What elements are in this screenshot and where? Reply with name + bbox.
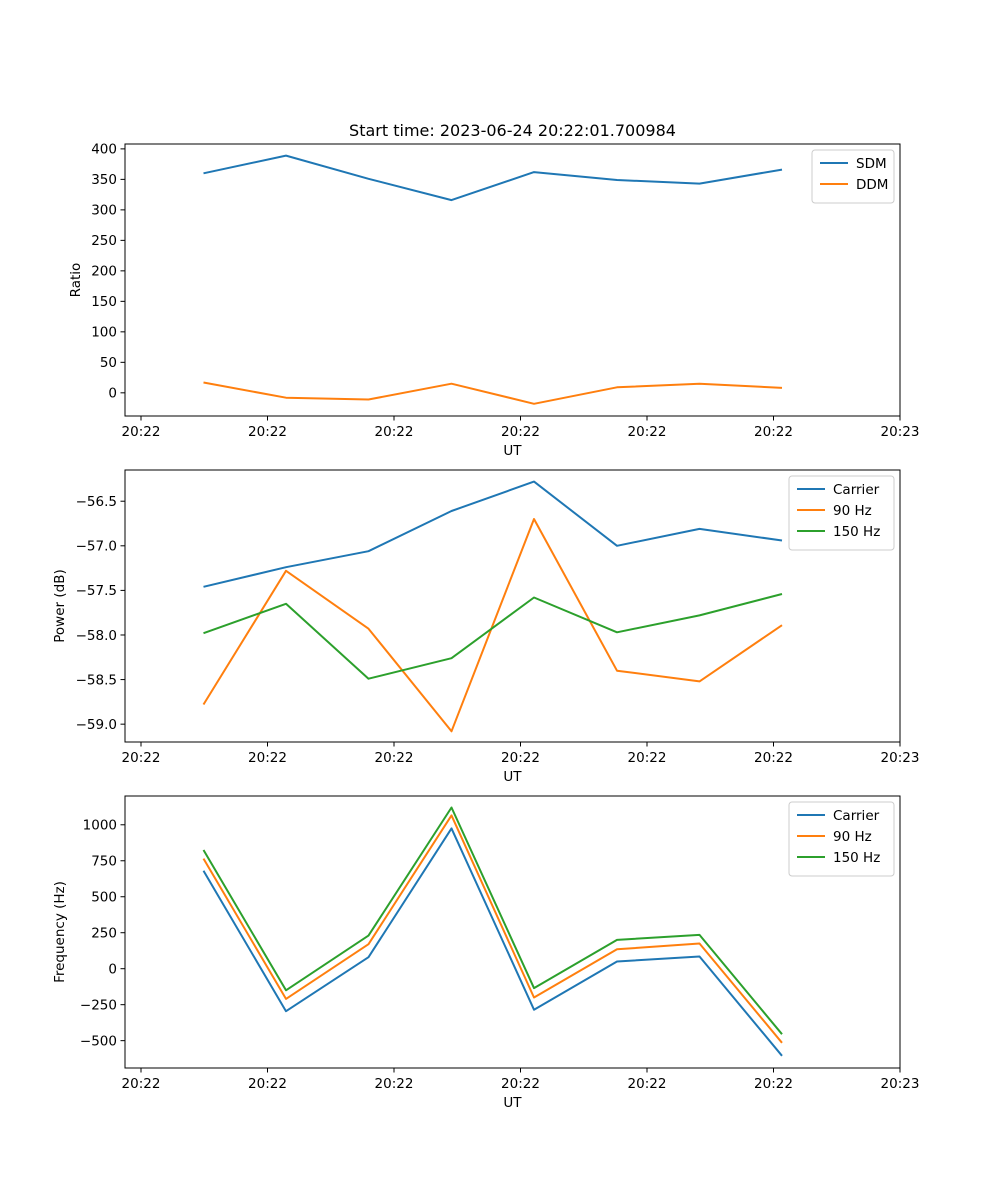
x-tick-label: 20:23 [881,750,920,766]
x-axis-label: UT [503,443,522,459]
x-tick-label: 20:22 [628,1076,667,1092]
x-tick-label: 20:22 [375,424,414,440]
legend-label: 150 Hz [833,524,880,540]
y-tick-label: −250 [80,997,117,1013]
legend-label: 90 Hz [833,503,872,519]
x-tick-label: 20:22 [248,750,287,766]
y-tick-label: 100 [91,325,117,341]
y-tick-label: 250 [91,926,117,942]
y-tick-label: 750 [91,854,117,870]
y-tick-label: 400 [91,142,117,158]
legend-label: SDM [856,156,887,172]
x-tick-label: 20:23 [881,424,920,440]
x-tick-label: 20:22 [628,750,667,766]
x-tick-label: 20:22 [248,424,287,440]
x-tick-label: 20:22 [375,1076,414,1092]
y-tick-label: 300 [91,203,117,219]
y-tick-label: 1000 [83,818,117,834]
x-tick-label: 20:22 [754,424,793,440]
y-tick-label: 200 [91,264,117,280]
series-line-3 [202,806,783,1035]
legend: SDM DDM [811,149,895,204]
legend: Carrier 90 Hz 150 Hz [788,475,895,551]
legend-label: Carrier [833,808,880,824]
chart-1: 20:22 20:22 20:22 20:22 20:22 20:22 20:23 0 50 10… [68,142,919,459]
series-line-2 [202,518,783,733]
series-line-1 [202,827,783,1057]
y-tick-label: 250 [91,233,117,249]
y-tick-label: 0 [108,961,117,977]
legend-label: 90 Hz [833,829,872,845]
series-line-2 [202,814,783,1044]
chart-2: 20:22 20:22 20:22 20:22 20:22 20:22 20:23 −59.0… [52,469,920,785]
x-tick-label: 20:22 [122,1076,161,1092]
plot-frame [124,795,901,1069]
x-tick-label: 20:22 [375,750,414,766]
y-tick-label: 0 [108,386,117,402]
x-tick-label: 20:22 [248,1076,287,1092]
plots: 20:22 20:22 20:22 20:22 20:22 20:22 20:23 0 50 10… [52,142,919,1111]
y-tick-label: −58.0 [76,628,117,644]
y-tick-label: 50 [100,355,117,371]
x-tick-label: 20:22 [754,750,793,766]
legend: Carrier 90 Hz 150 Hz [788,801,895,877]
y-tick-label: −58.5 [76,672,117,688]
x-tick-label: 20:22 [501,750,540,766]
y-tick-label: 150 [91,294,117,310]
x-axis-label: UT [503,769,522,785]
y-tick-label: −57.0 [76,539,117,555]
x-tick-label: 20:22 [501,424,540,440]
legend-label: Carrier [833,482,880,498]
plot-frame [124,469,901,743]
y-tick-label: −59.0 [76,717,117,733]
series-line-3 [203,593,783,680]
x-tick-label: 20:22 [754,1076,793,1092]
series-line-2 [203,381,783,405]
y-tick-label: −57.5 [76,583,117,599]
series-line-1 [203,154,783,202]
plot-frame [124,143,901,417]
y-tick-label: −500 [80,1033,117,1049]
x-tick-label: 20:22 [501,1076,540,1092]
x-tick-label: 20:22 [628,424,667,440]
y-axis-label: Power (dB) [52,569,68,642]
chart-3: 20:22 20:22 20:22 20:22 20:22 20:22 20:23 −500 −… [52,795,920,1111]
legend-label: DDM [856,177,888,193]
y-axis-label: Ratio [68,263,84,298]
x-tick-label: 20:22 [122,750,161,766]
y-tick-label: 500 [91,890,117,906]
figure-title: Start time: 2023-06-24 20:22:01.700984 [349,121,676,140]
x-axis-label: UT [503,1095,522,1111]
y-tick-label: −56.5 [76,494,117,510]
x-tick-label: 20:23 [881,1076,920,1092]
legend-label: 150 Hz [833,850,880,866]
y-axis-label: Frequency (Hz) [52,881,68,983]
series-line-1 [203,480,783,588]
y-tick-label: 350 [91,172,117,188]
x-tick-label: 20:22 [122,424,161,440]
